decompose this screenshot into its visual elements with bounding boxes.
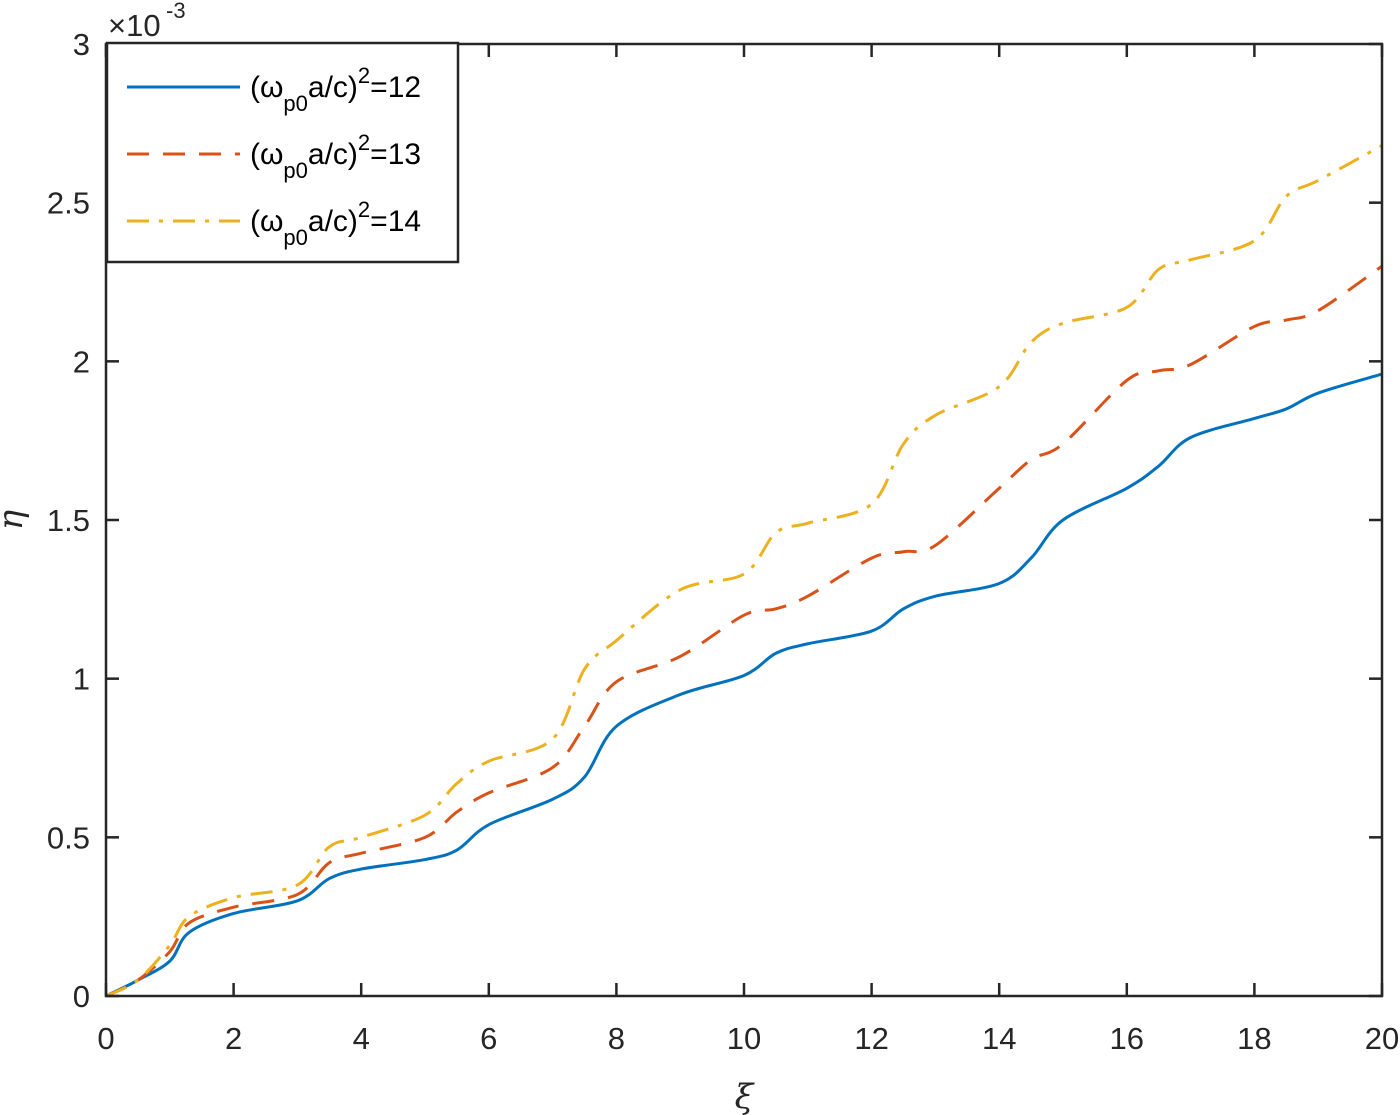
y-tick-label: 1	[73, 662, 90, 697]
legend-item: (ωp0a/c)2=13	[127, 130, 421, 183]
legend-label: (ωp0a/c)2=12	[250, 63, 421, 116]
y-tick-label: 0.5	[47, 820, 90, 855]
legend-label: (ωp0a/c)2=14	[250, 197, 421, 250]
y-tick-label: 2.5	[47, 186, 90, 221]
x-tick-label: 6	[480, 1021, 497, 1056]
x-tick-label: 8	[608, 1021, 625, 1056]
x-tick-label: 12	[854, 1021, 888, 1056]
series-lines	[105, 144, 1383, 998]
y-tick-label: 0	[73, 979, 90, 1014]
x-tick-label: 14	[982, 1021, 1016, 1056]
y-tick-label: 3	[73, 27, 90, 62]
series-line-2	[105, 264, 1383, 998]
legend-item: (ωp0a/c)2=14	[127, 197, 421, 250]
x-tick-label: 2	[225, 1021, 242, 1056]
legend-item: (ωp0a/c)2=12	[127, 63, 421, 116]
y-axis: 0 0.5 1 1.5 2 2.5 3	[47, 27, 1382, 1014]
series-line-3	[105, 144, 1383, 998]
series-line-1	[105, 372, 1383, 998]
y-axis-exponent: ×10 -3	[108, 0, 186, 43]
x-axis: 0 2 4 6 8 10 12 14 16 18 20	[97, 44, 1399, 1056]
y-axis-label: η	[0, 509, 31, 530]
y-tick-label: 1.5	[47, 503, 90, 538]
x-tick-label: 0	[97, 1021, 114, 1056]
legend: (ωp0a/c)2=12 (ωp0a/c)2=13 (ωp0a/c)2=14	[105, 41, 460, 264]
x-tick-label: 20	[1365, 1021, 1399, 1056]
x-tick-label: 4	[353, 1021, 370, 1056]
y-exponent-base: ×10	[108, 8, 161, 43]
y-exponent-power: -3	[166, 0, 186, 23]
x-tick-label: 16	[1110, 1021, 1144, 1056]
y-tick-label: 2	[73, 344, 90, 379]
x-axis-label: ξ	[735, 1077, 756, 1115]
x-tick-label: 10	[727, 1021, 761, 1056]
x-tick-label: 18	[1237, 1021, 1271, 1056]
legend-label: (ωp0a/c)2=13	[250, 130, 421, 183]
